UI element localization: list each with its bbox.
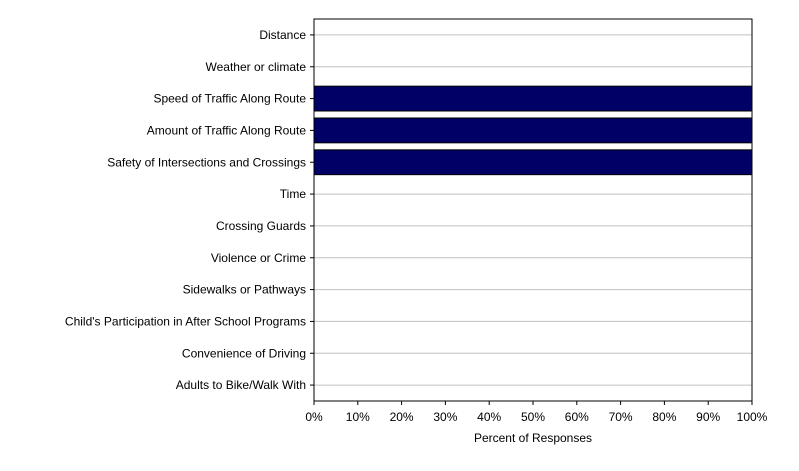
x-tick-label: 60% xyxy=(565,410,589,424)
y-tick-label: Speed of Traffic Along Route xyxy=(153,92,306,106)
x-tick-label: 0% xyxy=(305,410,323,424)
x-axis-ticks: 0% 10% 20% 30% 40% 50% 60% 70% 80% 90% 100% xyxy=(305,401,768,424)
y-tick-label: Weather or climate xyxy=(206,60,307,74)
x-tick-label: 80% xyxy=(652,410,676,424)
plot-frame xyxy=(313,18,753,402)
y-tick-label: Amount of Traffic Along Route xyxy=(147,123,307,137)
x-tick-label: 90% xyxy=(696,410,720,424)
y-tick-label: Distance xyxy=(259,28,306,42)
y-axis-ticks: Distance Weather or climate Speed of Traff… xyxy=(65,28,314,392)
bar xyxy=(313,117,753,144)
bar xyxy=(313,149,753,176)
y-tick-label: Crossing Guards xyxy=(216,219,306,233)
x-axis-title: Percent of Responses xyxy=(474,431,592,445)
x-tick-label: 20% xyxy=(390,410,414,424)
y-tick-label: Time xyxy=(280,187,307,201)
y-tick-label: Violence or Crime xyxy=(211,251,306,265)
y-tick-label: Sidewalks or Pathways xyxy=(183,283,306,297)
x-tick-label: 100% xyxy=(737,410,768,424)
y-tick-label: Convenience of Driving xyxy=(182,346,306,360)
y-tick-label: Adults to Bike/Walk With xyxy=(176,378,306,392)
bars xyxy=(313,85,753,176)
x-tick-label: 30% xyxy=(433,410,457,424)
x-tick-label: 40% xyxy=(477,410,501,424)
bar xyxy=(313,85,753,112)
x-tick-label: 10% xyxy=(346,410,370,424)
y-tick-label: Safety of Intersections and Crossings xyxy=(107,155,306,169)
x-tick-label: 50% xyxy=(521,410,545,424)
x-tick-label: 70% xyxy=(609,410,633,424)
y-tick-label: Child's Participation in After School Pr… xyxy=(65,314,306,328)
